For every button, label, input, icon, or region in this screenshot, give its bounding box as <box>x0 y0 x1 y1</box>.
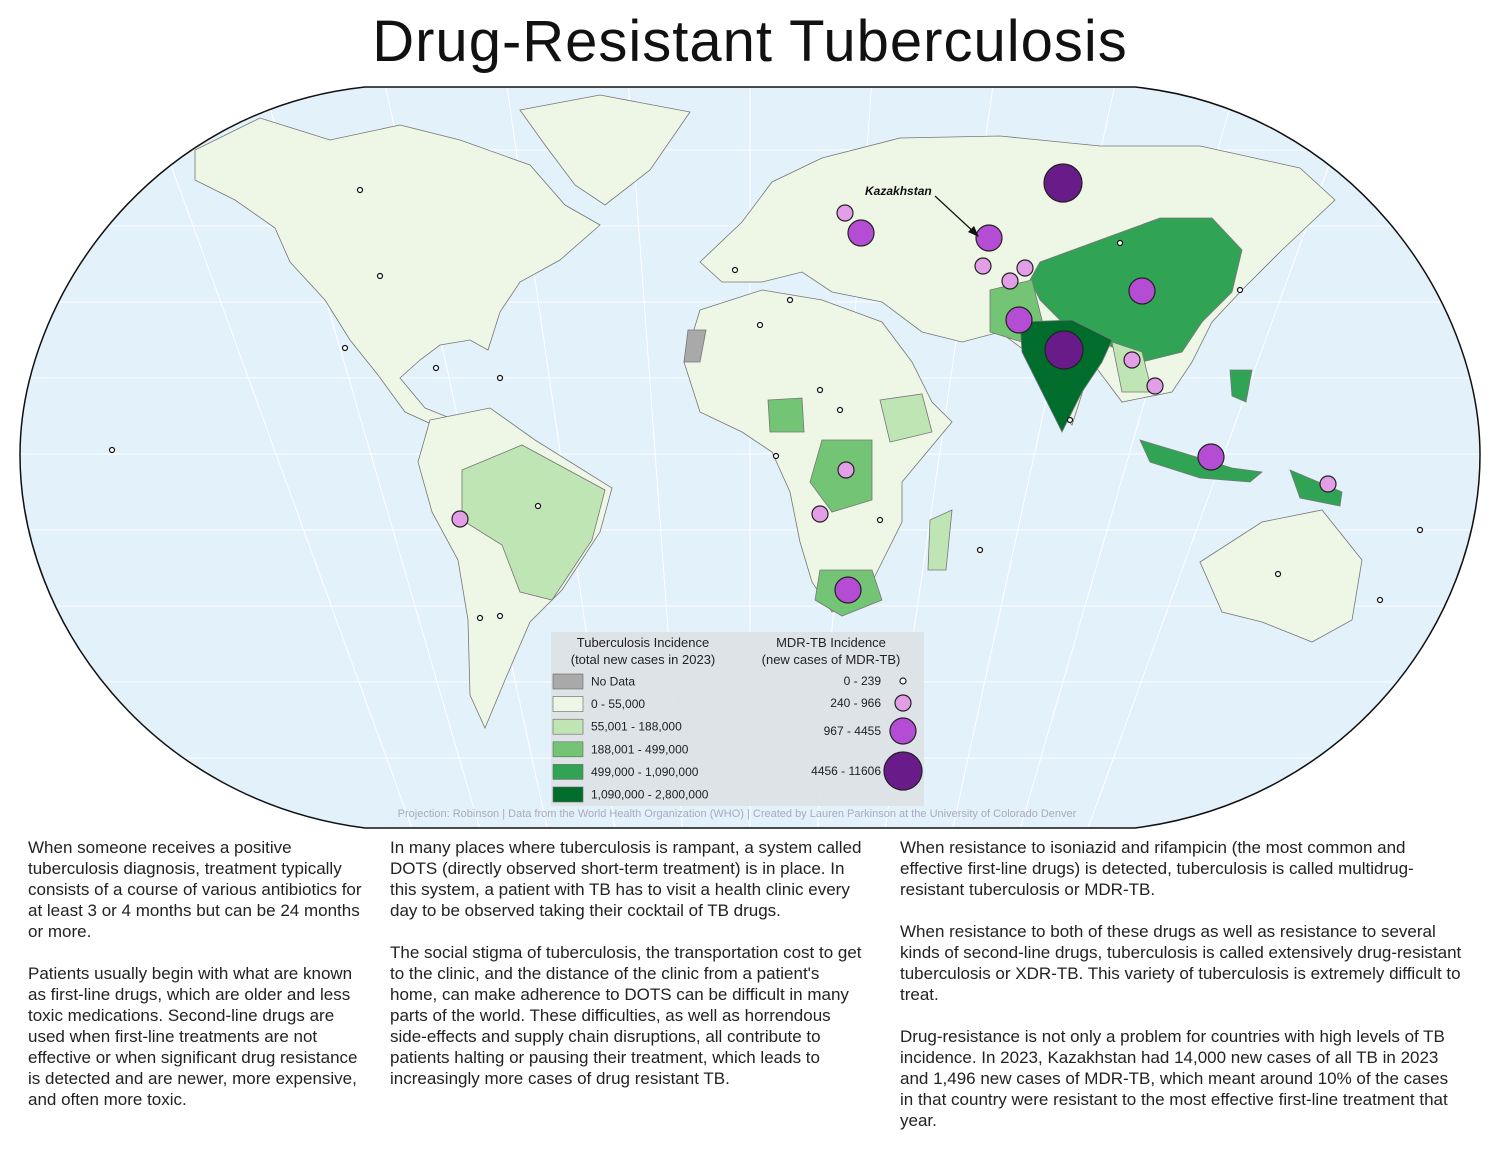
map-outline <box>19 86 1481 829</box>
credit: Projection: Robinson | Data from the Wor… <box>398 808 1077 820</box>
australia <box>1199 509 1363 643</box>
map-content: Kazakhstan <box>20 87 1480 828</box>
mdr-marker <box>496 374 504 382</box>
mdr-marker <box>836 204 854 222</box>
mdr-marker <box>1128 277 1156 305</box>
greenland <box>519 94 691 206</box>
legend-label: 4456 - 11606 <box>811 764 881 778</box>
legend-symbol <box>883 751 923 791</box>
mdr-marker <box>836 406 844 414</box>
legend: Tuberculosis Incidence (total new cases i… <box>551 632 924 806</box>
mdr-marker <box>534 502 542 510</box>
annotation: Kazakhstan <box>865 184 932 198</box>
paragraph: When someone receives a positive tubercu… <box>28 838 362 941</box>
mdr-marker <box>1066 416 1074 424</box>
paragraph: Patients usually begin with what are kno… <box>28 964 358 1109</box>
annotation-arrow <box>934 195 977 235</box>
legend-title: Tuberculosis Incidence <box>577 635 709 650</box>
no-data-region <box>683 329 707 363</box>
mdr-marker <box>1319 475 1337 493</box>
mdr-marker <box>1044 330 1084 370</box>
mdr-marker <box>476 614 484 622</box>
legend-label: 188,001 - 499,000 <box>591 742 689 756</box>
mdr-marker <box>1005 306 1033 334</box>
mdr-marker <box>1274 570 1282 578</box>
legend-label: 499,000 - 1,090,000 <box>591 765 699 779</box>
arrow-head <box>968 226 979 237</box>
legend-swatch <box>552 764 584 780</box>
text-column: In many places where tuberculosis is ram… <box>390 837 865 1110</box>
legend-title: MDR-TB Incidence <box>776 635 886 650</box>
mdr-marker <box>731 266 739 274</box>
title: Drug-Resistant Tuberculosis <box>372 9 1128 74</box>
legend-swatch <box>552 741 584 758</box>
legend-swatch <box>552 718 584 735</box>
madagascar <box>927 509 953 571</box>
text-column: When someone receives a positive tubercu… <box>28 837 363 1131</box>
legend-swatch <box>552 786 584 803</box>
mdr-marker <box>786 296 794 304</box>
graticule <box>139 87 415 828</box>
mdr-marker <box>837 461 855 479</box>
mdr-marker <box>1236 286 1244 294</box>
legend-label: 0 - 239 <box>844 674 882 688</box>
legend-label: 967 - 4455 <box>824 724 882 738</box>
mdr-marker <box>974 257 992 275</box>
mdr-marker <box>834 576 862 604</box>
legend-swatch <box>552 696 584 712</box>
north-america <box>194 117 601 429</box>
legend-symbol <box>894 694 912 712</box>
india <box>1019 319 1113 433</box>
legend-swatch <box>552 673 584 690</box>
mdr-marker <box>356 186 364 194</box>
mdr-marker <box>496 612 504 620</box>
mdr-marker <box>772 452 780 460</box>
mdr-marker <box>376 272 384 280</box>
mdr-marker <box>1001 272 1019 290</box>
mdr-marker <box>1123 351 1141 369</box>
legend-label: 55,001 - 188,000 <box>591 720 682 734</box>
brazil <box>461 444 606 601</box>
legend-label: 0 - 55,000 <box>591 697 645 711</box>
legend-label: No Data <box>591 675 635 689</box>
mdr-marker <box>811 505 829 523</box>
nigeria <box>767 397 805 433</box>
mdr-marker <box>975 224 1003 252</box>
legend-label: 1,090,000 - 2,800,000 <box>591 788 709 802</box>
text-column: When resistance to isoniazid and rifampi… <box>900 837 1465 1152</box>
mdr-marker <box>1197 443 1225 471</box>
legend-symbol <box>899 677 907 685</box>
mdr-marker <box>341 344 349 352</box>
mdr-marker <box>976 546 984 554</box>
legend-title: (new cases of MDR-TB) <box>762 652 901 667</box>
paragraph: When resistance to both of these drugs a… <box>900 922 1462 1004</box>
mdr-marker <box>432 364 440 372</box>
mdr-marker <box>1416 526 1424 534</box>
mdr-marker <box>876 516 884 524</box>
legend-box <box>551 632 924 806</box>
mdr-marker <box>756 321 764 329</box>
mdr-marker <box>451 510 469 528</box>
mdr-marker <box>1376 596 1384 604</box>
mdr-marker <box>816 386 824 394</box>
map: Kazakhstan Tuberculosis Incidence (total … <box>19 86 1481 829</box>
legend-symbol <box>889 717 917 745</box>
legend-title: (total new cases in 2023) <box>571 652 716 667</box>
mdr-marker <box>847 219 875 247</box>
mdr-marker <box>1043 163 1083 203</box>
mdr-marker <box>1116 239 1124 247</box>
paragraph: Drug-resistance is not only a problem fo… <box>900 1027 1449 1130</box>
paragraph: When resistance to isoniazid and rifampi… <box>900 838 1414 899</box>
legend-label: 240 - 966 <box>830 696 881 710</box>
paragraph: In many places where tuberculosis is ram… <box>390 838 862 920</box>
philippines <box>1229 369 1253 403</box>
paragraph: The social stigma of tuberculosis, the t… <box>390 943 862 1088</box>
mdr-marker <box>1016 259 1034 277</box>
ethiopia <box>879 393 933 443</box>
mdr-marker <box>108 446 116 454</box>
mdr-marker <box>1146 377 1164 395</box>
